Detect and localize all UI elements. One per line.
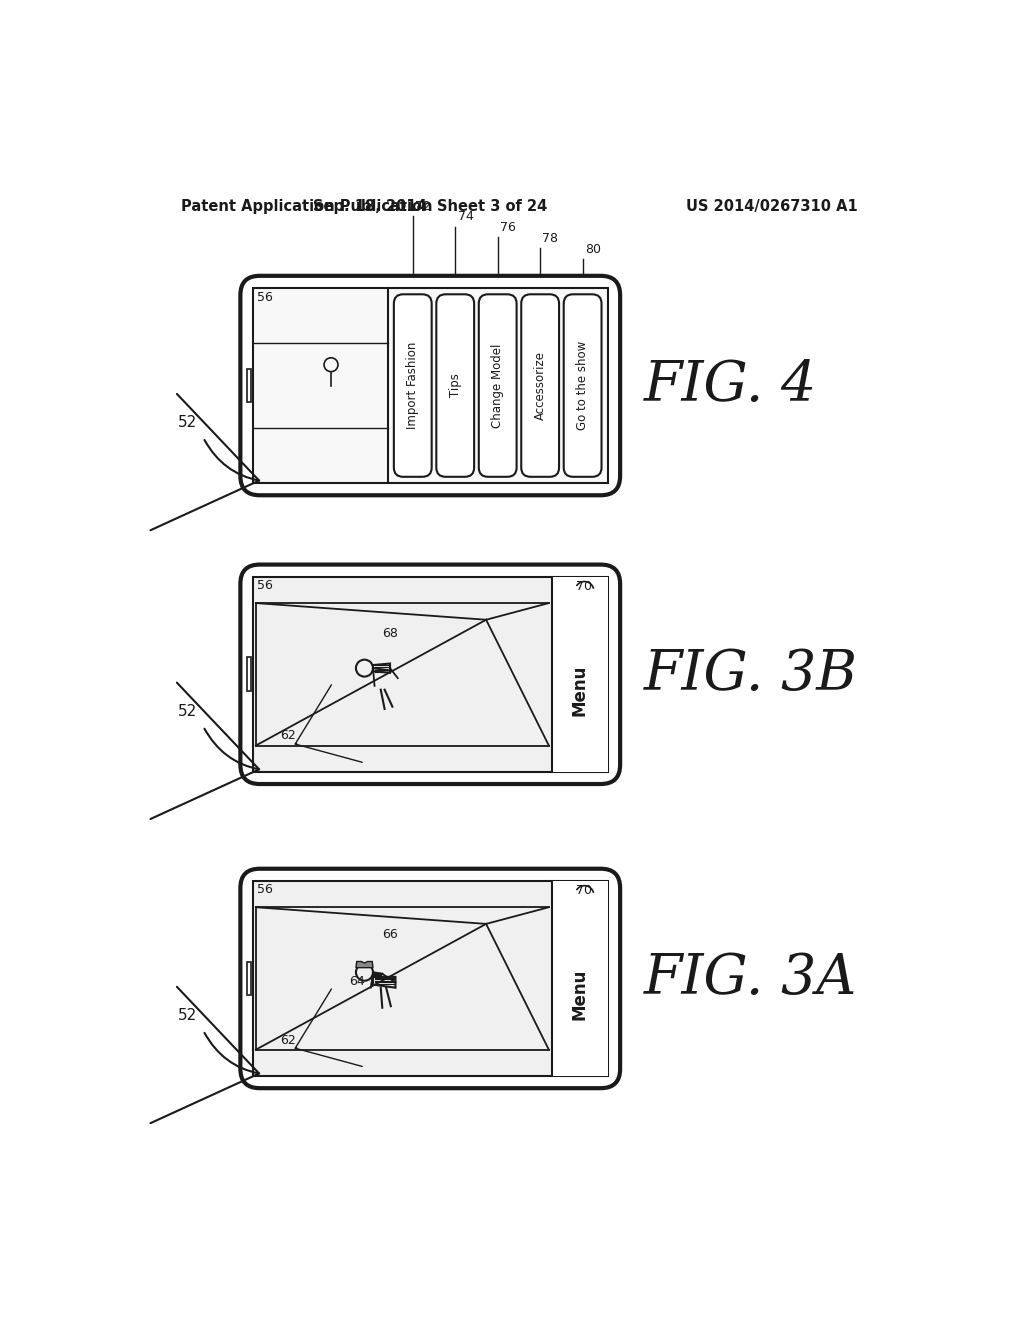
FancyBboxPatch shape	[241, 869, 621, 1088]
Bar	[247, 961, 251, 995]
Text: 52: 52	[178, 1007, 197, 1023]
Text: Go to the show: Go to the show	[577, 341, 589, 430]
Text: 70: 70	[577, 579, 592, 593]
Text: Import Fashion: Import Fashion	[407, 342, 419, 429]
Text: Accessorize: Accessorize	[534, 351, 547, 420]
Bar	[552, 577, 607, 772]
FancyBboxPatch shape	[479, 294, 516, 477]
Text: Change Model: Change Model	[492, 343, 504, 428]
Text: 74: 74	[458, 210, 473, 223]
Text: 68: 68	[382, 627, 398, 640]
FancyBboxPatch shape	[563, 294, 601, 477]
FancyBboxPatch shape	[394, 294, 432, 477]
Text: Menu: Menu	[570, 969, 589, 1020]
Text: US 2014/0267310 A1: US 2014/0267310 A1	[686, 198, 858, 214]
Text: 78: 78	[543, 232, 558, 246]
Text: 76: 76	[500, 222, 516, 234]
Text: FIG. 3A: FIG. 3A	[643, 952, 857, 1006]
Bar	[253, 577, 607, 772]
Text: 62: 62	[280, 730, 296, 742]
Text: Tips: Tips	[449, 374, 462, 397]
Text: Sep. 18, 2014  Sheet 3 of 24: Sep. 18, 2014 Sheet 3 of 24	[313, 198, 548, 214]
FancyBboxPatch shape	[241, 565, 621, 784]
Text: 56: 56	[257, 292, 273, 304]
Bar	[253, 880, 607, 1076]
Text: FIG. 4: FIG. 4	[643, 358, 816, 413]
Text: FIG. 3B: FIG. 3B	[643, 647, 857, 702]
Text: 80: 80	[585, 243, 601, 256]
Text: 56: 56	[257, 579, 273, 593]
Text: 56: 56	[257, 883, 273, 896]
Bar	[247, 657, 251, 692]
Text: 52: 52	[178, 414, 197, 430]
Text: 72: 72	[415, 199, 431, 213]
Text: 66: 66	[382, 928, 398, 941]
Text: Menu: Menu	[570, 664, 589, 715]
Bar	[552, 880, 607, 1076]
Bar	[253, 288, 607, 483]
Polygon shape	[356, 961, 373, 968]
Text: 62: 62	[280, 1034, 296, 1047]
FancyBboxPatch shape	[436, 294, 474, 477]
FancyBboxPatch shape	[241, 276, 621, 495]
Bar	[247, 368, 251, 403]
Text: 70: 70	[577, 884, 592, 898]
Text: 52: 52	[178, 704, 197, 718]
Text: 64: 64	[349, 974, 365, 987]
Text: Patent Application Publication: Patent Application Publication	[180, 198, 432, 214]
FancyBboxPatch shape	[521, 294, 559, 477]
